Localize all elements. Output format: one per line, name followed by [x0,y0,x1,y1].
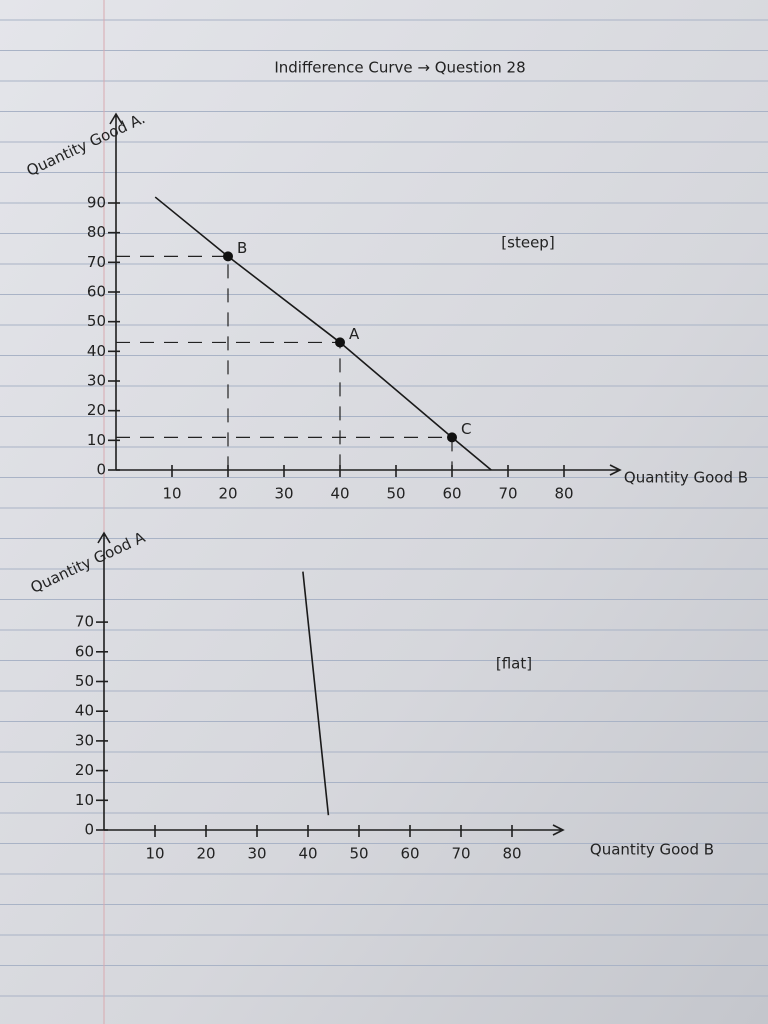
y-tick-label: 0 [96,461,106,479]
x-tick-label: 30 [274,485,293,503]
x-tick-label: 20 [218,485,237,503]
indifference-curve [302,571,330,816]
y-tick-label: 10 [75,791,94,809]
x-tick-label: 20 [196,845,215,863]
x-tick-label: 70 [498,485,517,503]
x-tick-label: 80 [554,485,573,503]
y-tick-label: 20 [87,401,106,419]
y-tick-label: 80 [87,223,106,241]
page-title: Indifference Curve → Question 28 [274,59,525,77]
y-tick-label: 30 [87,372,106,390]
x-axis-label: Quantity Good B [590,841,714,859]
x-tick-label: 30 [247,845,266,863]
x-tick-label: 70 [451,845,470,863]
x-axis [104,824,565,836]
point [223,251,233,262]
annotation: [flat] [496,655,532,673]
y-tick-label: 50 [87,312,106,330]
y-tick-label: 70 [87,253,106,271]
point-label: A [349,325,360,343]
point [447,432,457,443]
x-tick-label: 10 [162,485,181,503]
y-tick-label: 60 [87,283,106,301]
x-tick-label: 60 [400,845,419,863]
x-tick-label: 80 [502,845,521,863]
x-tick-label: 50 [386,485,405,503]
x-tick-label: 10 [145,845,164,863]
y-tick-label: 0 [84,821,94,839]
x-tick-label: 40 [298,845,317,863]
point [335,337,345,348]
point-label: C [461,420,471,438]
y-tick-label: 20 [75,761,94,779]
x-tick-label: 60 [442,485,461,503]
y-tick-label: 30 [75,731,94,749]
x-axis [116,464,622,476]
guide-line [116,255,229,470]
y-tick-label: 10 [87,431,106,449]
y-tick-label: 40 [87,342,106,360]
x-axis-label: Quantity Good B [624,469,748,487]
x-tick-label: 40 [330,485,349,503]
point-label: B [237,239,247,257]
ruled-lines [0,19,768,997]
y-tick-label: 70 [75,613,94,631]
annotation: [steep] [501,234,554,252]
y-tick-label: 60 [75,642,94,660]
y-tick-label: 50 [75,672,94,690]
y-tick-label: 40 [75,702,94,720]
y-tick-label: 90 [87,194,106,212]
x-tick-label: 50 [349,845,368,863]
